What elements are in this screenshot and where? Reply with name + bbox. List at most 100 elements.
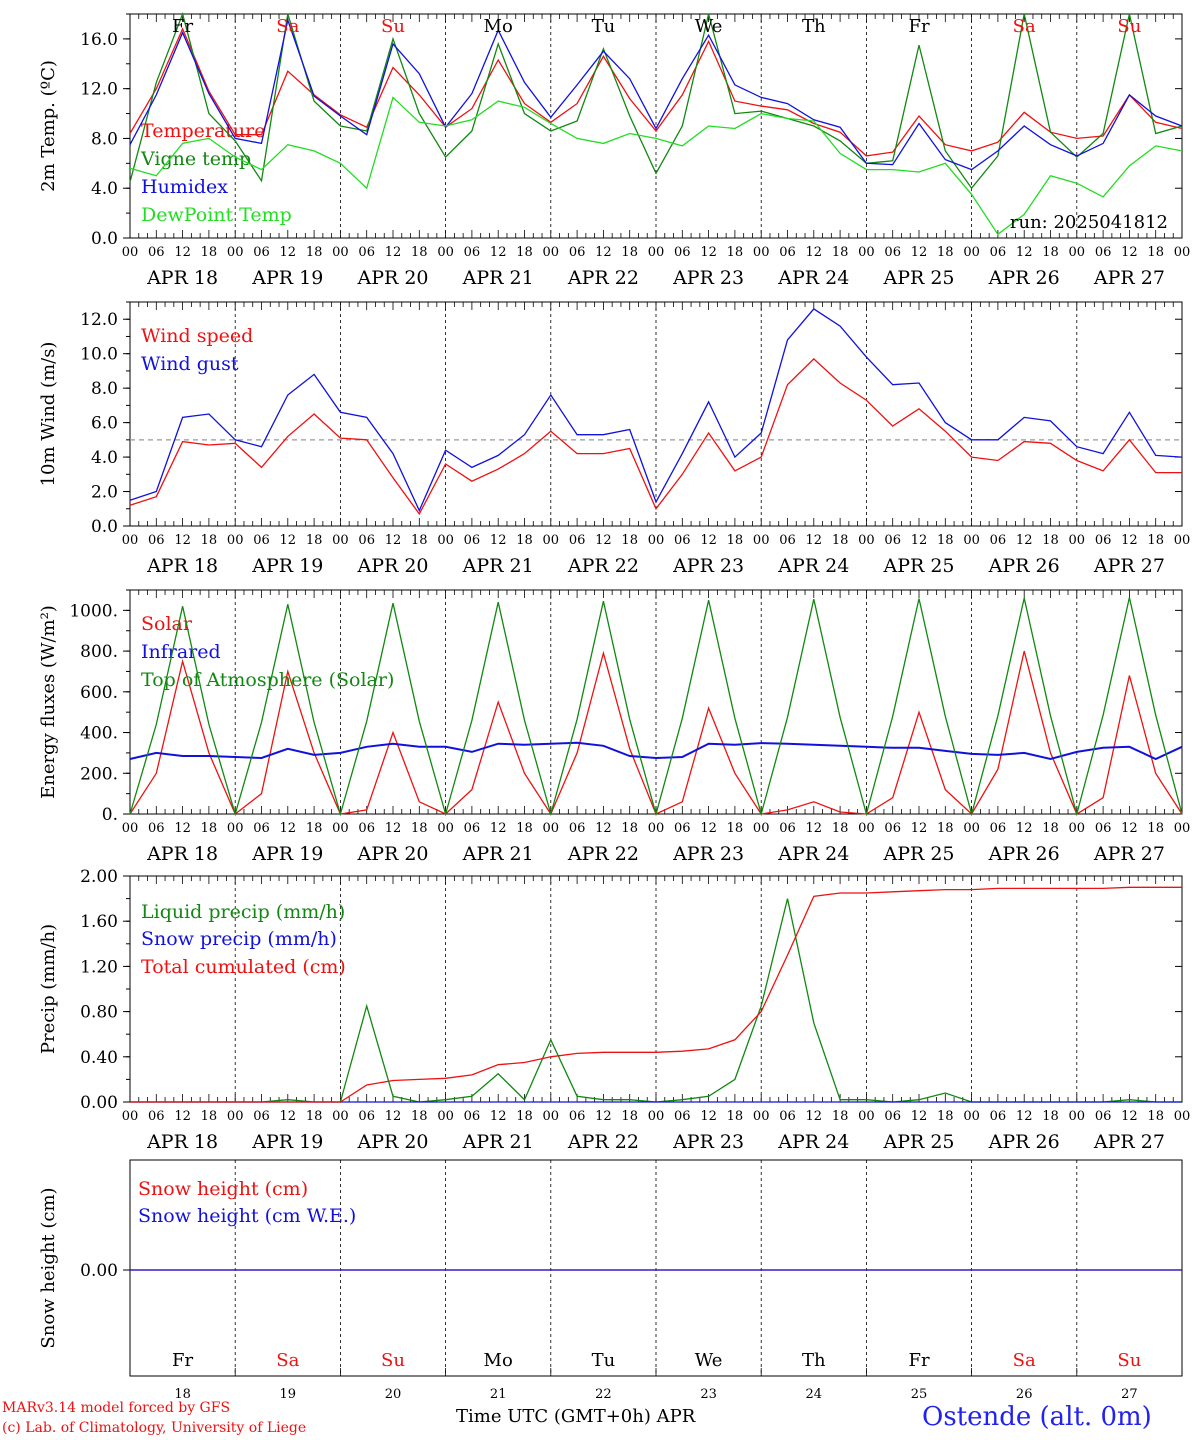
y-tick-label: 1.20 <box>80 957 118 977</box>
hour-tick-label: 00 <box>1174 1109 1191 1124</box>
y-tick-label: 8.0 <box>91 129 118 149</box>
hour-tick-label: 00 <box>122 1109 139 1124</box>
hour-tick-label: 00 <box>332 245 349 260</box>
hour-tick-label: 00 <box>543 821 560 836</box>
y-tick-label: 0.00 <box>80 1261 118 1281</box>
hour-tick-label: 18 <box>937 245 954 260</box>
date-label: APR 23 <box>672 555 744 577</box>
day-number-label: 21 <box>490 1387 507 1402</box>
hour-tick-label: 00 <box>122 533 139 548</box>
date-label: APR 25 <box>882 555 954 577</box>
hour-tick-label: 18 <box>1042 1109 1059 1124</box>
hour-tick-label: 12 <box>1016 821 1033 836</box>
hour-tick-label: 06 <box>358 533 375 548</box>
hour-tick-label: 18 <box>201 245 218 260</box>
hour-tick-label: 06 <box>990 245 1007 260</box>
hour-tick-label: 12 <box>1016 245 1033 260</box>
hour-tick-label: 12 <box>595 245 612 260</box>
hour-tick-label: 00 <box>437 245 454 260</box>
hour-tick-label: 12 <box>595 821 612 836</box>
hour-tick-label: 00 <box>1174 245 1191 260</box>
hour-tick-label: 00 <box>543 1109 560 1124</box>
y-tick-label: 200. <box>80 764 118 784</box>
day-name-label: Fr <box>172 1350 193 1371</box>
hour-tick-label: 06 <box>884 1109 901 1124</box>
date-label: APR 23 <box>672 843 744 865</box>
hour-tick-label: 12 <box>174 1109 191 1124</box>
hour-tick-label: 18 <box>1042 821 1059 836</box>
hour-tick-label: 06 <box>148 533 165 548</box>
y-axis-label: Precip (mm/h) <box>38 924 59 1054</box>
day-number-label: 27 <box>1121 1387 1138 1402</box>
hour-tick-label: 06 <box>674 821 691 836</box>
hour-tick-label: 18 <box>411 533 428 548</box>
hour-tick-label: 18 <box>306 821 323 836</box>
hour-tick-label: 06 <box>779 1109 796 1124</box>
hour-tick-label: 00 <box>1069 245 1086 260</box>
hour-tick-label: 06 <box>990 533 1007 548</box>
day-number-label: 24 <box>806 1387 823 1402</box>
hour-tick-label: 06 <box>990 1109 1007 1124</box>
hour-tick-label: 00 <box>753 533 770 548</box>
day-name-label: Sa <box>276 1350 299 1371</box>
hour-tick-label: 18 <box>832 821 849 836</box>
hour-tick-label: 18 <box>727 533 744 548</box>
date-label: APR 22 <box>567 843 639 865</box>
hour-tick-label: 18 <box>306 1109 323 1124</box>
date-label: APR 21 <box>462 555 534 577</box>
hour-tick-label: 12 <box>280 821 297 836</box>
hour-tick-label: 06 <box>884 533 901 548</box>
day-name-label: Mo <box>484 16 513 37</box>
day-name-label: We <box>695 1350 723 1371</box>
y-tick-label: 400. <box>80 724 118 744</box>
date-label: APR 19 <box>251 843 323 865</box>
hour-tick-label: 00 <box>227 1109 244 1124</box>
hour-tick-label: 18 <box>621 821 638 836</box>
hour-tick-label: 00 <box>227 533 244 548</box>
series-line-top-of-atmosphere-solar- <box>129 597 1183 817</box>
y-axis-label: 10m Wind (m/s) <box>38 342 59 487</box>
day-name-label: Th <box>802 1350 826 1371</box>
y-tick-label: 1.60 <box>80 912 118 932</box>
panel-frame-wind <box>129 301 1183 527</box>
date-label: APR 22 <box>567 1131 639 1153</box>
legend-entry: DewPoint Temp <box>141 204 292 226</box>
hour-tick-label: 18 <box>201 1109 218 1124</box>
hour-tick-label: 00 <box>122 245 139 260</box>
hour-tick-label: 00 <box>1174 533 1191 548</box>
hour-tick-label: 12 <box>806 533 823 548</box>
hour-tick-label: 00 <box>332 1109 349 1124</box>
hour-tick-label: 00 <box>648 821 665 836</box>
hour-tick-label: 18 <box>727 245 744 260</box>
date-label: APR 18 <box>146 1131 218 1153</box>
hour-tick-label: 00 <box>543 245 560 260</box>
date-label: APR 20 <box>356 267 428 289</box>
hour-tick-label: 18 <box>411 821 428 836</box>
hour-tick-label: 06 <box>464 821 481 836</box>
y-tick-label: 4.0 <box>91 179 118 199</box>
hour-tick-label: 12 <box>174 821 191 836</box>
hour-tick-label: 06 <box>358 245 375 260</box>
day-number-label: 20 <box>385 1387 402 1402</box>
hour-tick-label: 00 <box>858 821 875 836</box>
day-name-label: Sa <box>1013 1350 1036 1371</box>
day-name-label: We <box>695 16 723 37</box>
hour-tick-label: 06 <box>990 821 1007 836</box>
hour-tick-label: 18 <box>1042 245 1059 260</box>
date-label: APR 26 <box>988 555 1060 577</box>
hour-tick-label: 18 <box>621 533 638 548</box>
y-tick-label: 0.40 <box>80 1048 118 1068</box>
date-label: APR 20 <box>356 1131 428 1153</box>
hour-tick-label: 18 <box>1147 821 1164 836</box>
series-line-wind-speed <box>129 358 1182 516</box>
hour-tick-label: 06 <box>884 245 901 260</box>
hour-tick-label: 12 <box>911 821 928 836</box>
y-tick-label: 16.0 <box>80 30 118 50</box>
day-name-label: Fr <box>908 16 929 37</box>
hour-tick-label: 12 <box>174 245 191 260</box>
run-annotation: run: 2025041812 <box>1010 212 1168 233</box>
hour-tick-label: 18 <box>306 533 323 548</box>
series-line-infrared <box>129 741 1183 761</box>
day-name-label: Tu <box>592 1350 616 1371</box>
legend-entry: Snow precip (mm/h) <box>141 928 337 950</box>
